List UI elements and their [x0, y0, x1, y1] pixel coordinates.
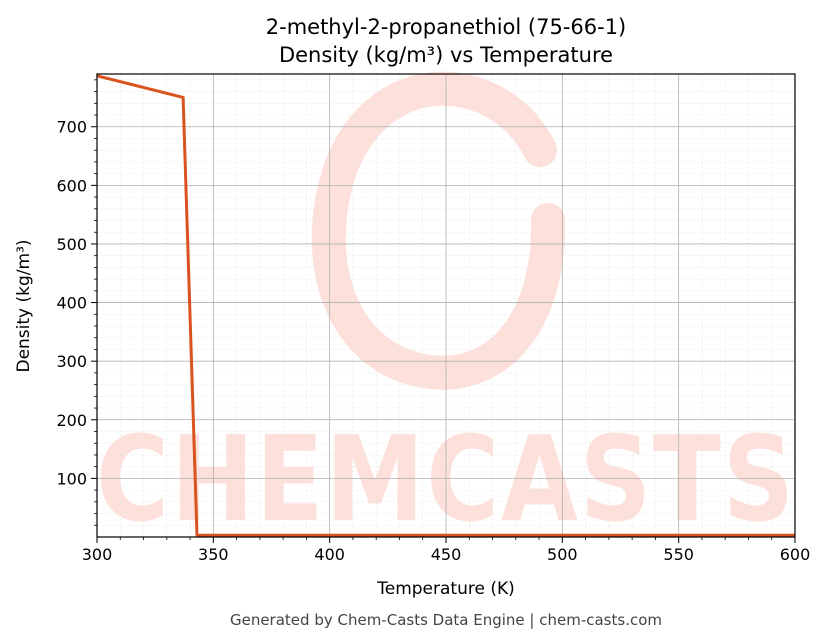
chart-title-line1: 2-methyl-2-propanethiol (75-66-1)	[266, 15, 627, 39]
y-tick-label: 500	[56, 235, 87, 254]
x-tick-label: 450	[431, 545, 462, 564]
footer-credit: Generated by Chem-Casts Data Engine | ch…	[230, 611, 662, 629]
x-tick-label: 500	[547, 545, 578, 564]
y-tick-label: 600	[56, 176, 87, 195]
x-tick-label: 300	[82, 545, 113, 564]
y-tick-label: 100	[56, 469, 87, 488]
y-tick-label: 700	[56, 118, 87, 137]
y-tick-label: 200	[56, 411, 87, 430]
watermark-logo-arc	[311, 71, 566, 390]
x-axis-ticks: 300 350 400 450 500 550 600	[82, 537, 811, 564]
series-layer	[96, 74, 795, 537]
x-tick-label: 350	[198, 545, 229, 564]
x-tick-label: 400	[314, 545, 345, 564]
x-axis-label: Temperature (K)	[376, 579, 515, 599]
y-tick-label: 400	[56, 294, 87, 313]
series-line-density	[96, 74, 795, 537]
major-grid	[97, 74, 795, 537]
x-tick-label: 600	[780, 545, 811, 564]
y-axis-label: Density (kg/m³)	[14, 239, 34, 372]
x-tick-label: 550	[663, 545, 694, 564]
chart-title-line2: Density (kg/m³) vs Temperature	[279, 43, 613, 67]
y-axis-ticks: 100 200 300 400 500 600 700	[56, 79, 97, 526]
y-tick-label: 300	[56, 352, 87, 371]
